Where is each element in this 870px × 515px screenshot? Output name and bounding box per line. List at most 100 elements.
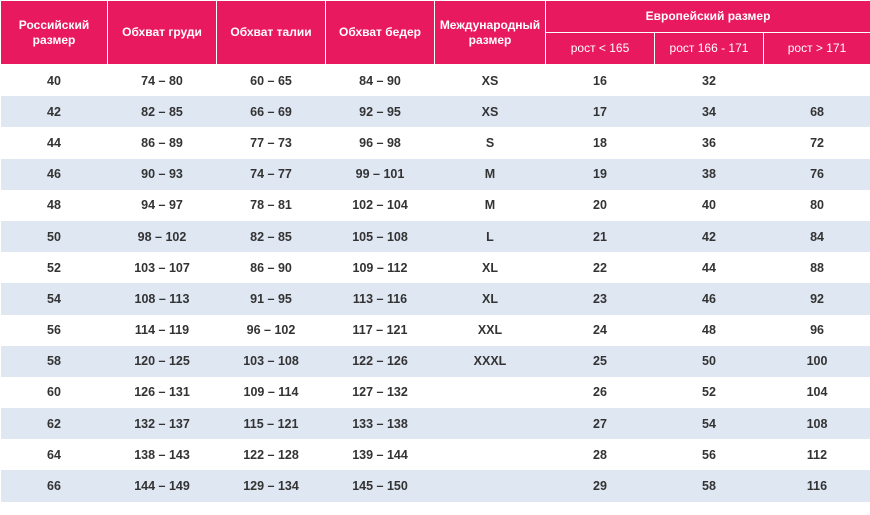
table-cell: 80 <box>810 198 824 213</box>
table-cell: 98 – 102 <box>107 220 217 253</box>
table-cell: 115 – 121 <box>216 408 326 440</box>
table-cell: 48 <box>47 198 61 213</box>
table-cell: 44 <box>47 135 61 150</box>
table-cell: 74 – 77 <box>216 158 326 190</box>
table-cell: 84 – 90 <box>359 73 401 88</box>
table-cell: 96 <box>810 323 824 338</box>
table-cell: 103 – 107 <box>134 260 190 275</box>
table-cell: 82 – 85 <box>216 220 326 253</box>
table-cell: 19 <box>545 158 655 190</box>
table-cell: 25 <box>545 345 655 377</box>
table-row: 40 74 – 80 60 – 65 84 – 90 XS 16 32 <box>1 65 870 97</box>
table-row: 64 138 – 143 122 – 128 139 – 144 28 56 112 <box>1 439 870 470</box>
table-cell: 32 <box>702 73 716 88</box>
table-body: 40 74 – 80 60 – 65 84 – 90 XS 16 32 42 82 – 85 66… <box>0 65 870 502</box>
table-cell: 58 <box>0 345 108 377</box>
table-cell: 113 – 116 <box>325 283 435 315</box>
table-cell: 27 <box>545 408 655 440</box>
table-cell: 52 <box>47 260 61 275</box>
table-cell: 104 <box>806 385 828 400</box>
table-cell: 139 – 144 <box>352 447 408 462</box>
table-cell: 82 – 85 <box>107 96 217 128</box>
header-cell: Обхват бедер <box>325 0 435 65</box>
table-cell: 52 <box>702 385 716 400</box>
table-cell: 26 <box>593 385 607 400</box>
table-cell: 109 – 112 <box>352 260 408 275</box>
table-cell: 66 – 69 <box>216 96 326 128</box>
table-cell: 86 – 89 <box>141 135 183 150</box>
table-cell: 17 <box>545 96 655 128</box>
table-cell: 22 <box>593 260 607 275</box>
table-cell: 50 <box>654 345 764 377</box>
table-cell: 56 <box>702 447 716 462</box>
table-cell: XS <box>481 73 499 88</box>
table-cell: M <box>484 198 496 213</box>
table-cell: 92 – 95 <box>325 96 435 128</box>
table-cell: 38 <box>654 158 764 190</box>
table-cell: 96 – 102 <box>246 323 296 338</box>
table-cell: L <box>434 220 546 253</box>
table-cell: 127 – 132 <box>352 385 408 400</box>
table-cell: 36 <box>702 135 716 150</box>
table-cell: 46 <box>0 158 108 190</box>
table-cell: 99 – 101 <box>325 158 435 190</box>
table-cell: 138 – 143 <box>134 447 190 462</box>
table-cell: 66 <box>0 470 108 502</box>
table-cell: 44 <box>702 260 716 275</box>
header-cell: Международный размер <box>434 0 546 65</box>
table-cell: 46 <box>654 283 764 315</box>
table-cell: XL <box>434 283 546 315</box>
table-cell: 103 – 108 <box>216 345 326 377</box>
table-cell <box>434 408 546 440</box>
table-cell: XXL <box>477 323 503 338</box>
table-cell <box>435 377 546 408</box>
table-cell: XXXL <box>434 345 546 377</box>
subheader-cell: рост > 171 <box>762 32 870 65</box>
header-cell: Российский размер <box>0 0 108 65</box>
table-row: 62 132 – 137 115 – 121 133 – 138 27 54 108 <box>0 408 870 440</box>
table-cell: 60 – 65 <box>250 73 292 88</box>
table-row: 58 120 – 125 103 – 108 122 – 126 XXXL 25 50 100 <box>0 345 870 377</box>
table-cell: 54 <box>654 408 764 440</box>
subheader-row: рост < 165 рост 166 - 171 рост > 171 <box>1 32 870 65</box>
table-row: 56 114 – 119 96 – 102 117 – 121 XXL 24 48 96 <box>1 315 870 346</box>
table-cell: 90 – 93 <box>107 158 217 190</box>
subheader-cell: рост < 165 <box>545 32 655 65</box>
table-cell: 74 – 80 <box>141 73 183 88</box>
table-cell: 126 – 131 <box>134 385 190 400</box>
table-cell: 108 <box>763 408 870 440</box>
table-cell: 132 – 137 <box>107 408 217 440</box>
table-cell: 18 <box>593 135 607 150</box>
table-cell: 40 <box>47 73 61 88</box>
table-cell: 94 – 97 <box>141 198 183 213</box>
table-cell: 42 <box>654 220 764 253</box>
table-row: 66 144 – 149 129 – 134 145 – 150 29 58 116 <box>0 470 870 502</box>
table-cell: 100 <box>763 345 870 377</box>
table-cell: 144 – 149 <box>107 470 217 502</box>
table-cell: 116 <box>763 470 870 502</box>
table-cell: S <box>485 135 495 150</box>
table-cell: 24 <box>593 323 607 338</box>
table-cell: 129 – 134 <box>216 470 326 502</box>
table-cell: 58 <box>654 470 764 502</box>
table-cell: 133 – 138 <box>325 408 435 440</box>
header-cell: Обхват талии <box>216 0 326 65</box>
table-cell: 105 – 108 <box>325 220 435 253</box>
table-cell: XL <box>482 260 498 275</box>
table-cell: 16 <box>593 73 607 88</box>
table-cell: 34 <box>654 96 764 128</box>
table-cell: 21 <box>545 220 655 253</box>
table-cell: 42 <box>0 96 108 128</box>
table-cell: 40 <box>702 198 716 213</box>
table-cell: 72 <box>810 135 824 150</box>
table-row: 48 94 – 97 78 – 81 102 – 104 M 20 40 80 <box>1 190 870 221</box>
table-row: 42 82 – 85 66 – 69 92 – 95 XS 17 34 68 <box>0 96 870 128</box>
table-cell: 88 <box>810 260 824 275</box>
table-cell: 77 – 73 <box>250 135 292 150</box>
table-row: 50 98 – 102 82 – 85 105 – 108 L 21 42 84 <box>0 220 870 253</box>
table-row: 46 90 – 93 74 – 77 99 – 101 M 19 38 76 <box>0 158 870 190</box>
table-cell <box>764 65 870 97</box>
table-row: 60 126 – 131 109 – 114 127 – 132 26 52 104 <box>1 377 870 408</box>
table-cell: 145 – 150 <box>325 470 435 502</box>
